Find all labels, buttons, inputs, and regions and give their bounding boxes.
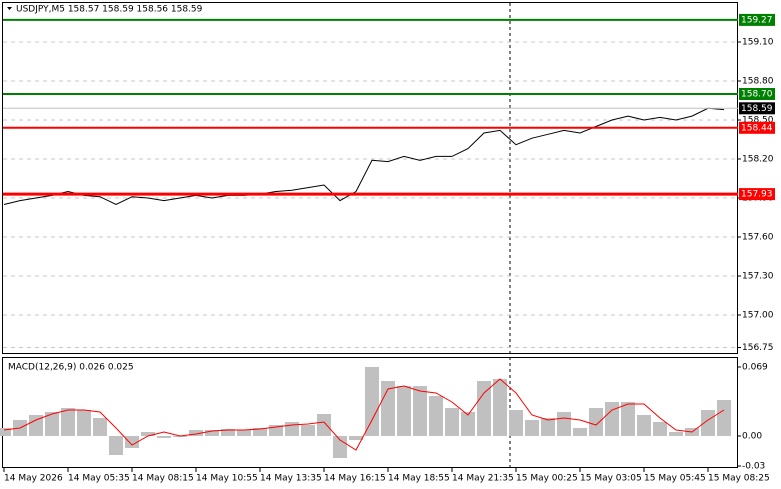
macd-bar [637, 415, 651, 436]
price-panel [2, 2, 738, 354]
macd-bar [269, 425, 283, 436]
y-tick-label: -0.03 [742, 462, 765, 472]
level-label-bg [739, 121, 775, 134]
macd-bar [541, 418, 555, 436]
macd-bar [29, 415, 43, 436]
x-tick-label: 14 May 10:55 [196, 474, 258, 484]
level-label: 158.70 [741, 90, 773, 100]
macd-bar [61, 408, 75, 436]
y-tick-label: 157.60 [742, 233, 774, 243]
x-tick-label: 15 May 00:25 [516, 474, 578, 484]
macd-bar [365, 367, 379, 436]
menu-arrow [7, 7, 12, 10]
macd-bar [493, 379, 507, 436]
level-label: 158.44 [741, 123, 773, 133]
x-tick-label: 14 May 21:35 [452, 474, 514, 484]
plot-layer: 159.10158.80158.50158.20157.90157.60157.… [0, 13, 775, 484]
macd-bar [477, 381, 491, 436]
macd-bar [93, 418, 107, 436]
macd-bar [333, 436, 347, 458]
macd-bar [413, 386, 427, 436]
last-price-bg [739, 102, 775, 115]
macd-bar [285, 422, 299, 436]
last-price-label: 158.59 [741, 104, 773, 114]
level-label-bg [739, 88, 775, 100]
macd-bar [125, 436, 139, 448]
y-tick-label: 158.20 [742, 155, 774, 165]
level-label-bg [739, 13, 775, 26]
macd-bar [253, 428, 267, 436]
x-tick-label: 14 May 13:35 [260, 474, 322, 484]
y-tick-label: 157.00 [742, 311, 774, 321]
level-label-bg [739, 188, 775, 201]
macd-bar [573, 428, 587, 436]
y-tick-label: 0.00 [742, 432, 762, 442]
macd-bar [445, 408, 459, 436]
macd-bar [557, 412, 571, 436]
macd-bar [525, 420, 539, 436]
price-title: USDJPY,M5 158.57 158.59 158.56 158.59 [16, 5, 203, 15]
level-label: 157.93 [741, 190, 773, 200]
macd-bar [429, 396, 443, 436]
macd-bar [589, 408, 603, 436]
macd-bar [109, 436, 123, 455]
macd-bar [669, 432, 683, 436]
macd-bar [717, 400, 731, 436]
macd-bar [509, 410, 523, 436]
macd-bar [221, 429, 235, 436]
x-tick-label: 14 May 05:35 [68, 474, 130, 484]
macd-bar [605, 402, 619, 436]
y-tick-label: 157.30 [742, 272, 774, 282]
x-tick-label: 14 May 18:55 [388, 474, 450, 484]
y-tick-label: 158.80 [742, 77, 774, 87]
macd-bar [141, 432, 155, 436]
x-tick-label: 14 May 08:15 [132, 474, 194, 484]
macd-bar [317, 414, 331, 436]
macd-bar [349, 436, 363, 440]
macd-title: MACD(12,26,9) 0.026 0.025 [8, 363, 134, 373]
price-line [3, 107, 725, 206]
y-tick-label: 156.75 [742, 343, 774, 353]
x-tick-label: 14 May 2026 [4, 474, 63, 484]
macd-bar [0, 428, 11, 436]
macd-bar [461, 412, 475, 436]
macd-panel [2, 357, 738, 468]
macd-bar [653, 422, 667, 436]
macd-bar [301, 425, 315, 436]
macd-bar [701, 410, 715, 436]
y-tick-label: 0.069 [742, 363, 768, 373]
y-tick-label: 159.10 [742, 38, 774, 48]
macd-bar [237, 430, 251, 436]
macd-bar [205, 430, 219, 436]
macd-bar [189, 430, 203, 436]
y-tick-label: 158.50 [742, 116, 774, 126]
macd-bar [397, 386, 411, 436]
macd-bar [45, 412, 59, 436]
x-tick-label: 15 May 05:45 [644, 474, 706, 484]
macd-bar [157, 436, 171, 438]
macd-bar [77, 410, 91, 436]
level-label: 159.27 [741, 15, 773, 25]
signal-line [3, 378, 725, 451]
x-tick-label: 14 May 16:15 [324, 474, 386, 484]
macd-bar [621, 402, 635, 436]
x-tick-label: 15 May 03:05 [580, 474, 642, 484]
x-tick-label: 15 May 08:25 [708, 474, 770, 484]
